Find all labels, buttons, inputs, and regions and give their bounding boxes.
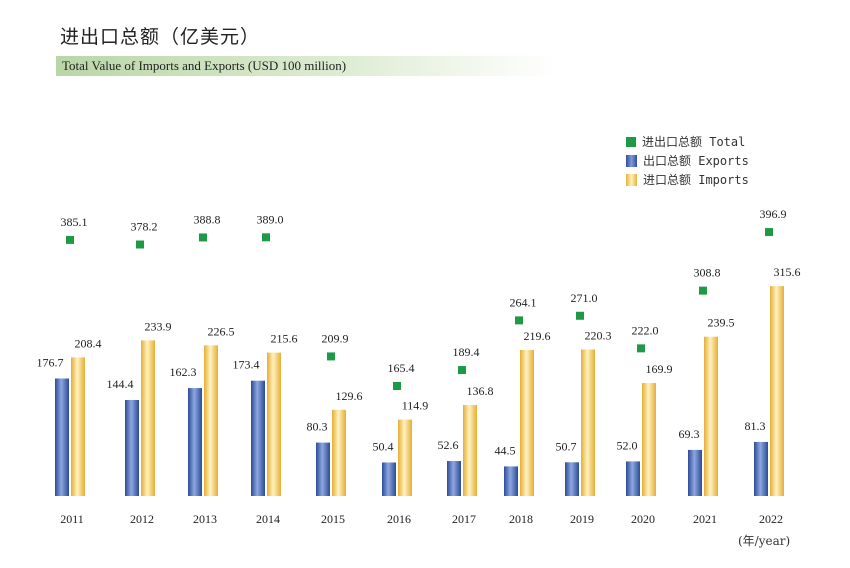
data-label-total: 378.2: [131, 219, 158, 233]
x-tick-label: 2018: [509, 512, 533, 526]
legend-swatch-exports: [626, 154, 637, 167]
bar-imports: [267, 352, 281, 496]
data-label-imports: 136.8: [467, 384, 494, 398]
data-label-total: 209.9: [322, 331, 349, 345]
data-label-imports: 129.6: [336, 389, 363, 403]
data-label-imports: 233.9: [145, 319, 172, 333]
x-tick-label: 2011: [60, 512, 84, 526]
legend-swatch-total: [626, 136, 636, 147]
bar-imports: [141, 340, 155, 496]
x-tick-label: 2014: [256, 512, 280, 526]
legend-item-total: 进出口总额 Total: [626, 132, 749, 151]
bar-imports: [642, 383, 656, 496]
title-band: [56, 56, 556, 76]
bar-exports: [382, 462, 396, 496]
data-label-total: 385.1: [61, 215, 88, 229]
data-label-imports: 208.4: [75, 336, 102, 350]
legend: 进出口总额 Total 出口总额 Exports 进口总额 Imports: [626, 132, 749, 189]
data-label-exports: 81.3: [745, 419, 766, 433]
x-tick-label: 2020: [631, 512, 655, 526]
bar-imports: [704, 336, 718, 496]
bar-exports: [447, 461, 461, 496]
bar-exports: [504, 466, 518, 496]
data-label-exports: 50.7: [556, 439, 577, 453]
legend-item-imports: 进口总额 Imports: [626, 170, 749, 189]
bar-exports: [688, 449, 702, 496]
data-label-total: 389.0: [257, 212, 284, 226]
bar-exports: [626, 461, 640, 496]
point-total: [327, 352, 335, 361]
bar-imports: [581, 349, 595, 496]
point-total: [136, 240, 144, 249]
bar-exports: [754, 441, 768, 496]
data-label-total: 264.1: [510, 295, 537, 309]
x-tick-label: 2013: [193, 512, 217, 526]
chart-subtitle: Total Value of Imports and Exports (USD …: [62, 58, 347, 73]
legend-label-exports: 出口总额 Exports: [643, 154, 749, 168]
x-tick-label: 2022: [759, 512, 783, 526]
bar-exports: [188, 388, 202, 496]
x-tick-label: 2021: [693, 512, 717, 526]
point-total: [393, 382, 401, 391]
x-tick-label: 2015: [321, 512, 345, 526]
data-label-imports: 239.5: [708, 316, 735, 330]
data-label-exports: 52.0: [617, 438, 638, 452]
data-label-exports: 162.3: [170, 365, 197, 379]
bar-exports: [55, 378, 69, 496]
data-label-exports: 80.3: [307, 420, 328, 434]
data-label-exports: 52.6: [438, 438, 459, 452]
data-label-total: 388.8: [194, 212, 221, 226]
legend-swatch-imports: [626, 173, 637, 186]
data-label-total: 271.0: [571, 291, 598, 305]
point-total: [637, 344, 645, 353]
bar-imports: [520, 349, 534, 496]
data-label-exports: 69.3: [679, 427, 700, 441]
x-tick-label: 2019: [570, 512, 594, 526]
bar-imports: [332, 409, 346, 496]
data-label-exports: 50.4: [373, 439, 394, 453]
point-total: [458, 366, 466, 375]
data-label-total: 189.4: [453, 345, 480, 359]
bar-exports: [251, 380, 265, 496]
bar-exports: [125, 399, 139, 496]
data-label-imports: 215.6: [271, 332, 298, 346]
data-label-exports: 144.4: [107, 377, 134, 391]
point-total: [576, 311, 584, 320]
data-label-total: 165.4: [388, 361, 415, 375]
legend-label-imports: 进口总额 Imports: [643, 173, 749, 187]
data-label-exports: 176.7: [37, 355, 64, 369]
data-label-exports: 44.5: [495, 443, 516, 457]
x-tick-label: 2016: [387, 512, 411, 526]
bar-imports: [71, 357, 85, 496]
data-label-imports: 114.9: [402, 399, 429, 413]
x-tick-label: 2012: [130, 512, 154, 526]
data-label-imports: 220.3: [585, 329, 612, 343]
x-tick-label: 2017: [452, 512, 476, 526]
bar-exports: [565, 462, 579, 496]
point-total: [262, 233, 270, 242]
data-label-exports: 173.4: [233, 358, 260, 372]
data-label-imports: 169.9: [646, 362, 673, 376]
data-label-imports: 219.6: [524, 329, 551, 343]
point-total: [765, 228, 773, 237]
data-label-total: 308.8: [694, 266, 721, 280]
legend-label-total: 进出口总额 Total: [642, 135, 746, 149]
point-total: [515, 316, 523, 325]
data-label-imports: 315.6: [774, 265, 801, 279]
data-label-total: 396.9: [760, 207, 787, 221]
bar-imports: [204, 345, 218, 496]
x-axis-unit-label: (年/year): [738, 534, 791, 548]
chart-title: 进出口总额（亿美元）: [60, 26, 261, 48]
point-total: [199, 233, 207, 242]
data-label-total: 222.0: [632, 323, 659, 337]
point-total: [699, 286, 707, 295]
bar-imports: [770, 286, 784, 496]
bar-imports: [463, 405, 477, 496]
point-total: [66, 235, 74, 244]
bar-exports: [316, 442, 330, 496]
legend-item-exports: 出口总额 Exports: [626, 151, 749, 170]
bar-imports: [398, 419, 412, 496]
data-label-imports: 226.5: [208, 324, 235, 338]
